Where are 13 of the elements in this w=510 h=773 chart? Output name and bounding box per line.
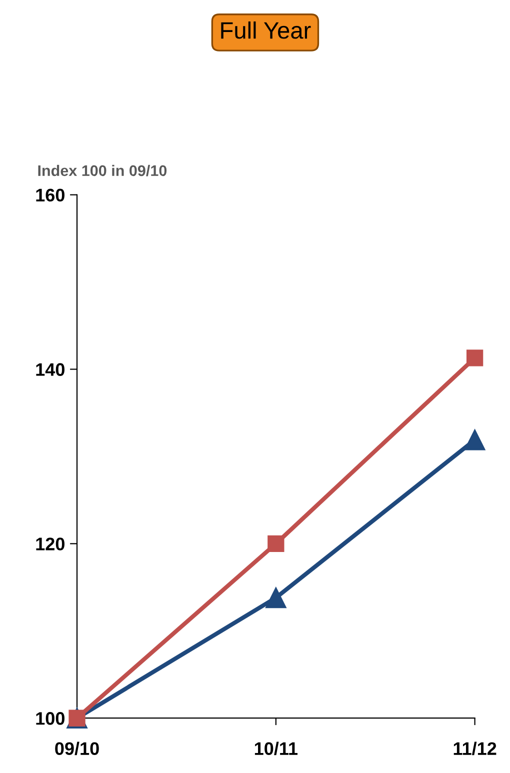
y-tick-label: 100 (36, 712, 64, 725)
chart-title: Full Year (221, 21, 311, 39)
point (464, 429, 486, 450)
y-tick-label: 160 (36, 188, 64, 202)
x-tick-label: 11/12 (454, 742, 496, 756)
y-tick-label: 120 (36, 538, 64, 550)
y-axis-title: Index 100 in 09/10 (38, 164, 167, 176)
point (265, 587, 286, 608)
point (268, 535, 284, 552)
x-tick-label: 10/11 (254, 742, 298, 756)
point (466, 350, 484, 366)
y-tick-label: 140 (36, 363, 64, 376)
x-tick-label: 09/10 (55, 742, 99, 756)
